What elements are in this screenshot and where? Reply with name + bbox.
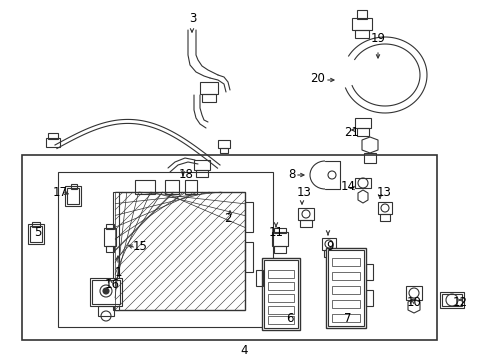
Bar [65,186,81,206]
Bar [202,94,216,102]
Bar [365,264,372,280]
Text: 6: 6 [285,311,293,324]
Bar [331,286,359,294]
Text: 13: 13 [296,186,311,199]
Bar [22,155,436,340]
Bar [299,220,311,227]
Bar [273,246,285,253]
Text: 10: 10 [406,296,421,309]
Text: 5: 5 [34,225,41,238]
Bar [67,188,79,204]
Text: 17: 17 [52,185,67,198]
Text: 3: 3 [189,12,196,24]
Text: 18: 18 [178,168,193,181]
Bar [46,138,60,147]
Bar [267,282,293,290]
Bar [267,270,293,278]
Bar [115,192,244,310]
Bar [194,160,209,170]
Bar [200,82,218,94]
Text: 2: 2 [224,211,231,225]
Text: 4: 4 [240,343,247,356]
Bar [267,316,293,324]
Bar [351,18,371,30]
Bar [439,292,463,308]
Bar [331,272,359,280]
Text: 13: 13 [376,186,390,199]
Bar [267,306,293,314]
Text: 16: 16 [104,278,119,291]
Bar [354,178,370,188]
Bar [135,180,155,194]
Text: 9: 9 [325,239,333,252]
Bar [331,258,359,266]
Bar [71,184,77,189]
Bar [164,180,179,194]
Bar [297,208,313,220]
Bar [331,300,359,308]
Bar [379,214,389,221]
Bar [104,228,116,246]
Bar [324,250,333,257]
Bar [441,294,461,306]
Bar [377,202,391,214]
Bar [92,280,120,304]
Bar [28,224,44,244]
Bar [90,278,122,306]
Bar [331,314,359,322]
Bar [354,118,370,128]
Bar [267,294,293,302]
Bar [354,30,368,38]
Bar [220,205,229,213]
Bar [113,192,119,310]
Bar [244,202,252,232]
Text: 8: 8 [288,168,295,181]
Text: 15: 15 [132,240,147,253]
Bar [196,170,207,177]
Text: 7: 7 [344,311,351,324]
Bar [356,128,368,136]
Bar [325,248,365,328]
Bar [264,260,297,328]
Bar [106,224,114,229]
Text: 1: 1 [114,266,122,279]
Text: 11: 11 [268,225,283,238]
Text: 20: 20 [310,72,325,85]
Bar [184,180,197,194]
Bar [356,10,366,19]
Bar [98,306,114,316]
Text: 12: 12 [451,296,467,309]
Bar [262,258,299,330]
Bar [30,226,42,242]
Bar [405,286,421,300]
Bar [218,195,231,205]
Bar [271,232,287,246]
Bar [321,238,335,250]
Bar [244,242,252,272]
Bar [58,172,272,327]
Bar [365,290,372,306]
Bar [106,246,114,252]
Text: 19: 19 [370,31,385,45]
Bar [273,228,285,233]
Text: 21: 21 [344,126,359,139]
Bar [256,270,263,286]
Bar [32,222,40,227]
Bar [363,153,375,163]
Bar [48,133,58,139]
Text: 14: 14 [340,180,355,193]
Circle shape [103,288,109,294]
Bar [218,140,229,148]
Bar [327,250,363,326]
Bar [220,148,227,153]
